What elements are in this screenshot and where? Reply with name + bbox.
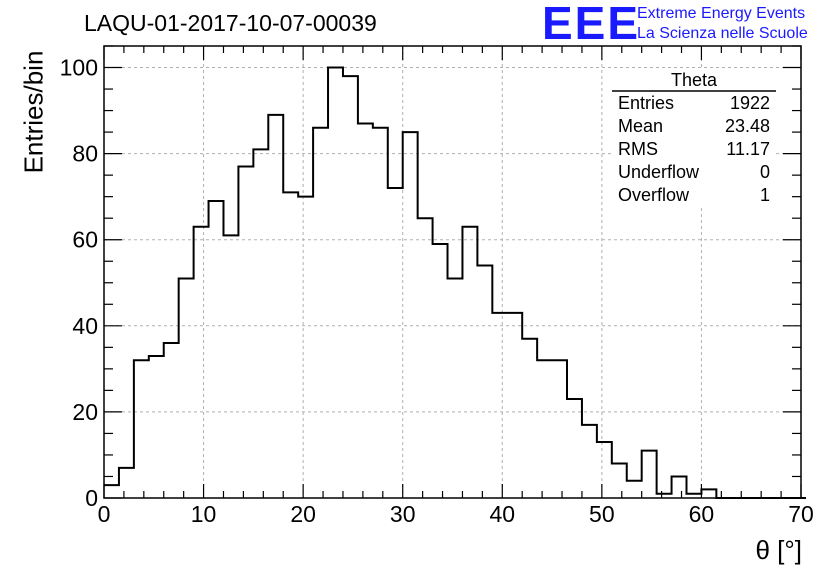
- y-tick-label: 60: [72, 227, 98, 253]
- x-axis-label: θ [°]: [755, 535, 802, 565]
- stats-box: [612, 68, 776, 208]
- stats-value: 1: [759, 185, 770, 205]
- x-tick-label: 0: [98, 501, 111, 527]
- y-tick-labels: 0 20 40 60 80 100: [60, 55, 98, 511]
- stats-value: 11.17: [726, 139, 770, 159]
- x-tick-label: 20: [290, 501, 316, 527]
- eee-logo: EEE: [542, 0, 641, 49]
- stats-key: Underflow: [618, 162, 700, 182]
- stats-row-underflow: Underflow 0: [618, 162, 770, 184]
- grid-lines: [104, 46, 801, 498]
- y-axis-label: Entries/bin: [18, 50, 49, 174]
- x-tick-label: 10: [191, 501, 217, 527]
- x-tick-label: 70: [788, 501, 814, 527]
- logo-line-2: La Scienza nelle Scuole: [637, 25, 808, 42]
- stats-value: 1922: [729, 93, 770, 113]
- y-tick-label: 100: [60, 55, 98, 81]
- stats-row-rms: RMS 11.17: [618, 139, 770, 161]
- axis-ticks: [103, 45, 802, 499]
- x-tick-label: 30: [390, 501, 416, 527]
- stats-key: Mean: [618, 116, 664, 136]
- y-tick-label: 80: [72, 141, 98, 167]
- stats-key: Entries: [618, 93, 675, 113]
- y-tick-label: 20: [72, 399, 98, 425]
- stats-row-overflow: Overflow 1: [618, 185, 770, 207]
- stats-row-mean: Mean 23.48: [618, 116, 770, 138]
- x-tick-label: 60: [689, 501, 715, 527]
- histogram-step-line: [104, 66, 806, 499]
- stats-value: 23.48: [724, 116, 770, 136]
- x-tick-label: 40: [489, 501, 515, 527]
- x-tick-label: 50: [589, 501, 615, 527]
- plot-frame: [103, 45, 802, 499]
- stats-value: 0: [759, 162, 770, 182]
- y-tick-label: 0: [85, 485, 98, 511]
- stats-key: RMS: [618, 139, 658, 159]
- x-tick-labels: 0 10 20 30 40 50 60 70: [98, 501, 814, 527]
- stats-row-entries: Entries 1922: [618, 93, 770, 115]
- stats-key: Overflow: [618, 185, 690, 205]
- stats-title: Theta: [670, 70, 718, 90]
- logo-line-1: Extreme Energy Events: [637, 5, 806, 22]
- y-tick-label: 40: [72, 313, 98, 339]
- chart-title: LAQU-01-2017-10-07-00039: [84, 10, 377, 36]
